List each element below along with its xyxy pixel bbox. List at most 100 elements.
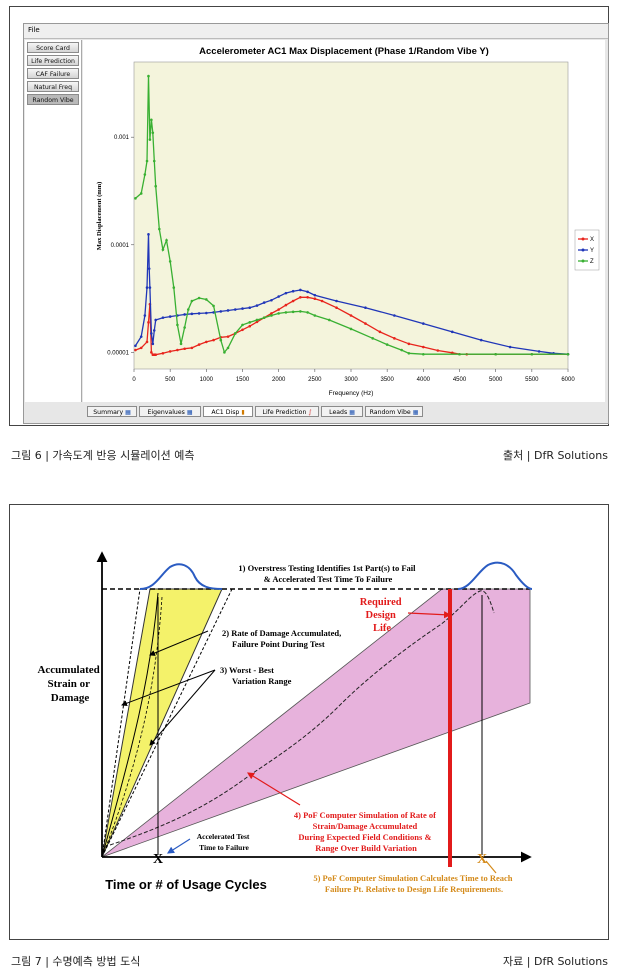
data-point-z [179, 342, 183, 346]
data-point-x [241, 328, 244, 332]
tab-life-prediction[interactable]: Life Prediction ∫ [255, 406, 319, 417]
data-point-x [436, 349, 440, 352]
sidebar-item-natural-freq[interactable]: Natural Freq [27, 81, 79, 92]
figure-7-source: 자료 | DfR Solutions [503, 955, 608, 968]
data-point-y [270, 298, 273, 302]
data-point-x [284, 303, 288, 307]
tab-life-prediction-label: Life Prediction [262, 409, 307, 416]
data-point-y [147, 233, 150, 236]
data-point-z [241, 323, 244, 327]
worst-bound-line [101, 588, 141, 858]
accelerated-test-line-1: Accelerated Test [197, 832, 250, 841]
data-point-y [306, 290, 309, 294]
required-design-life-line-2: Design [366, 610, 396, 621]
arrow-ann5 [485, 860, 497, 874]
annotation-2-line-2: Failure Point During Test [232, 639, 325, 649]
data-point-y [134, 344, 137, 348]
data-point-z [400, 348, 403, 352]
tab-eigenvalues-label: Eigenvalues [147, 409, 185, 416]
x-tick-label: 5000 [489, 377, 503, 383]
sidebar-item-random-vibe[interactable]: Random Vibe [27, 94, 79, 105]
menu-file[interactable]: File [28, 26, 40, 34]
data-point-z [284, 311, 288, 314]
data-point-x [147, 321, 150, 324]
x-tick-label: 3500 [380, 377, 394, 383]
tab-ac1-disp[interactable]: AC1 Disp ▮ [203, 406, 253, 417]
data-point-y [219, 310, 223, 313]
data-point-z [147, 74, 150, 78]
field-failure-distribution [457, 561, 533, 590]
data-point-y [537, 350, 541, 353]
data-point-z [226, 346, 230, 350]
data-point-z [328, 318, 331, 322]
data-point-x [422, 345, 425, 349]
data-point-z [262, 316, 266, 319]
arrow-design-life [407, 611, 452, 619]
data-point-x [349, 314, 353, 317]
test-failure-marker: X [153, 852, 163, 867]
data-point-x [313, 297, 317, 301]
data-point-y [150, 332, 153, 335]
annotation-4: 4) PoF Computer Simulation of Rate of St… [294, 810, 438, 853]
data-point-z [313, 314, 317, 317]
tab-leads[interactable]: Leads ▦ [321, 406, 363, 417]
data-point-x [335, 306, 338, 309]
figure-7-caption: 그림 7 | 수명예측 방법 도식 [11, 955, 141, 968]
data-point-y [262, 301, 266, 304]
data-point-z [205, 298, 208, 301]
legend-marker-z [581, 259, 585, 263]
y-tick-label: 0.001 [114, 135, 130, 141]
sidebar-item-score-card[interactable]: Score Card [27, 42, 79, 53]
data-point-x [161, 351, 165, 355]
data-point-x [248, 324, 252, 328]
annotation-2: 2) Rate of Damage Accumulated, Failure P… [222, 628, 343, 649]
data-point-z [186, 308, 190, 311]
chart-legend: XYZ [574, 229, 600, 271]
data-point-y [148, 286, 152, 289]
annotation-4-line-3: During Expected Field Conditions & [298, 832, 431, 842]
required-design-life-label: Required Design Life [360, 597, 404, 634]
data-point-x [134, 348, 137, 352]
data-point-x [145, 340, 149, 344]
data-point-y [335, 299, 338, 303]
annotation-3: 3) Worst - Best Variation Range [220, 665, 292, 686]
figure-6-frame: File Score Card Life Prediction CAF Fail… [9, 6, 609, 426]
chart-title: Accelerometer AC1 Max Displacement (Phas… [199, 46, 489, 57]
annotation-3-line-2: Variation Range [232, 676, 292, 686]
data-point-z [158, 227, 161, 231]
legend-marker-x [581, 237, 585, 241]
data-point-y [183, 313, 186, 316]
data-point-z [168, 260, 172, 263]
data-point-x [190, 346, 194, 350]
sidebar: Score Card Life Prediction CAF Failure N… [25, 40, 82, 402]
data-point-x [299, 295, 302, 299]
data-point-y [139, 335, 143, 338]
y-axis-title-line-3: Damage [51, 692, 90, 704]
sidebar-item-caf-failure[interactable]: CAF Failure [27, 68, 79, 79]
data-point-x [393, 337, 396, 340]
tab-eigenvalues[interactable]: Eigenvalues ▦ [139, 406, 201, 417]
data-point-y [284, 291, 288, 295]
data-point-x [450, 351, 454, 355]
y-axis-title-line-2: Strain or [47, 678, 90, 690]
annotation-1-line-1: 1) Overstress Testing Identifies 1st Par… [238, 563, 416, 573]
data-point-z [134, 197, 137, 200]
tab-random-vibe[interactable]: Random Vibe ▦ [365, 406, 423, 417]
tab-summary-label: Summary [93, 409, 124, 416]
data-point-z [371, 337, 375, 340]
data-point-y [508, 345, 512, 349]
data-point-x [291, 299, 295, 303]
data-point-z [161, 248, 165, 251]
annotation-3-line-1: 3) Worst - Best [220, 665, 274, 675]
x-axis-title: Time or # of Usage Cycles [105, 877, 267, 892]
tab-summary[interactable]: Summary ▦ [87, 406, 137, 417]
data-point-x [270, 312, 273, 315]
data-point-z [143, 173, 147, 176]
arrow-ann3b [149, 669, 216, 746]
data-point-x [378, 330, 382, 334]
data-point-y [299, 288, 302, 292]
y-tick-label: 0.0001 [111, 243, 130, 249]
sidebar-item-life-prediction[interactable]: Life Prediction [27, 55, 79, 66]
data-point-y [168, 315, 172, 318]
data-point-y [154, 318, 157, 322]
